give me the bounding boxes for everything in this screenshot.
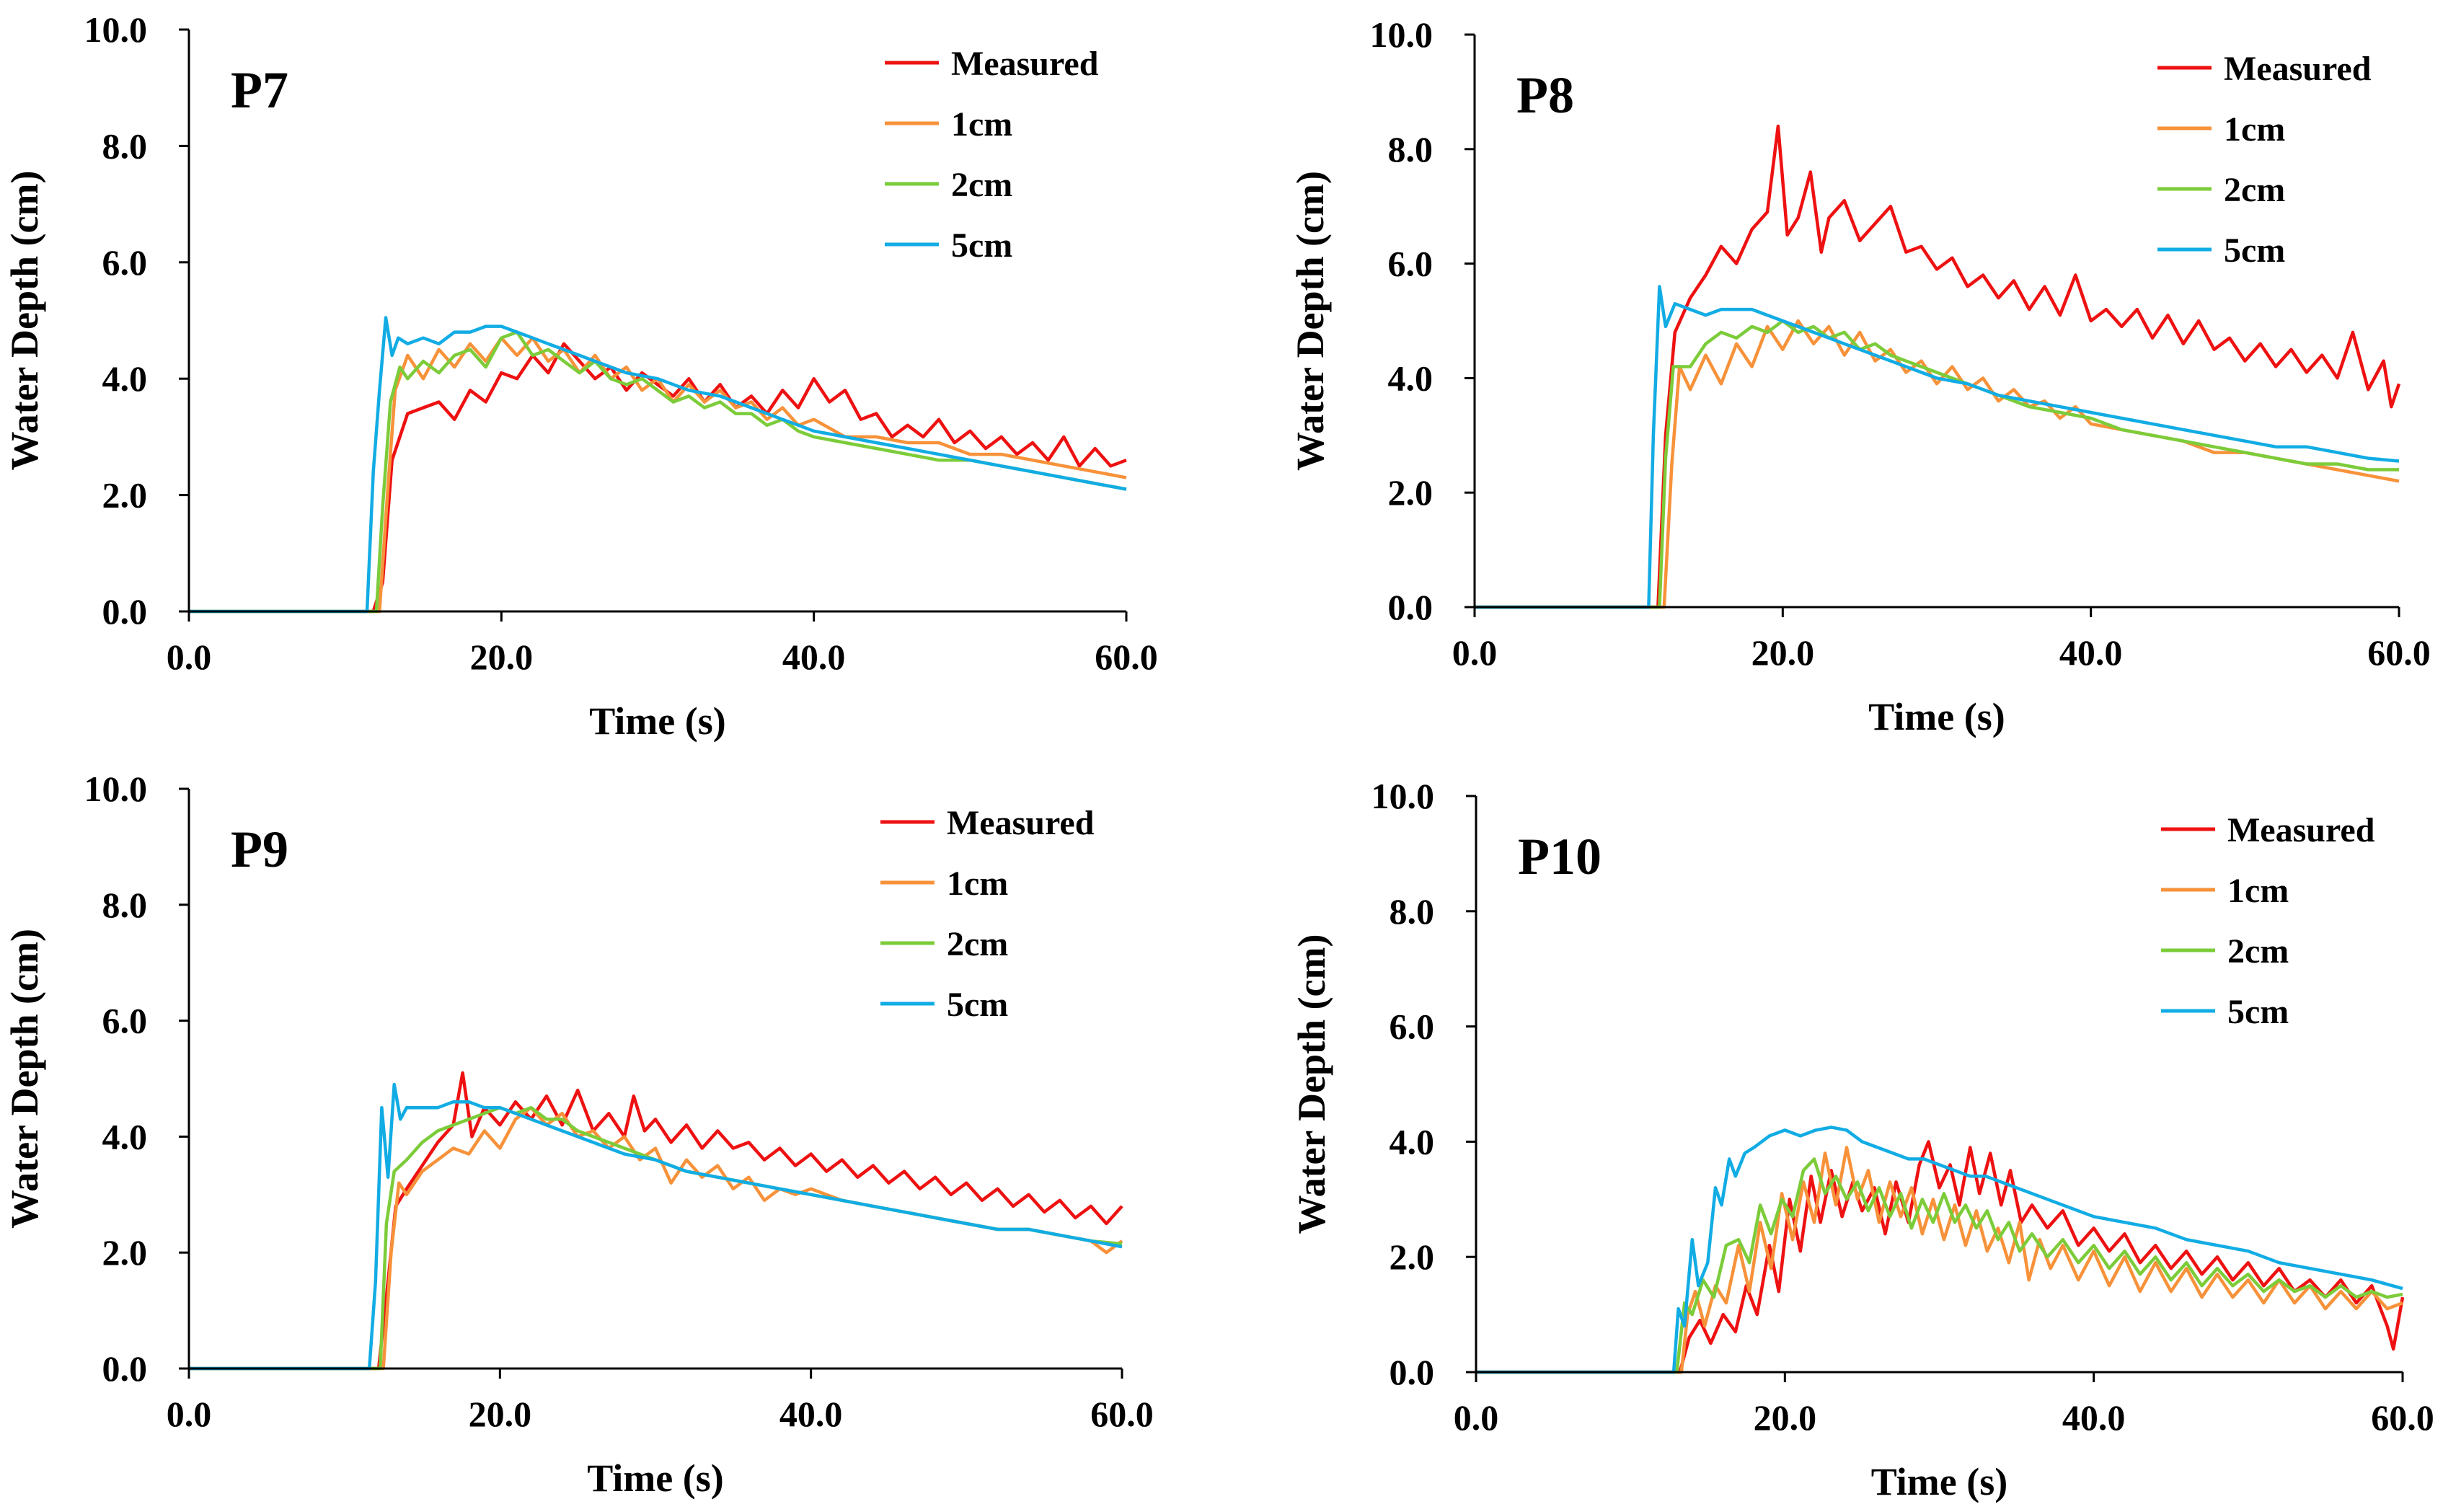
x-tick-label: 60.0 [2371, 1397, 2434, 1438]
series-line-measured [189, 1071, 1123, 1371]
legend-label-2cm: 2cm [2227, 932, 2289, 971]
y-tick-label: 8.0 [1388, 129, 1433, 169]
legend-label-1cm: 1cm [2227, 872, 2289, 910]
series-line-5cm [189, 316, 1127, 614]
series-line-5cm [1475, 285, 2400, 609]
panel-label: P9 [231, 821, 288, 878]
y-axis-label: Water Depth (cm) [3, 929, 46, 1229]
series-line-1cm [1476, 1146, 2403, 1374]
x-tick-label: 20.0 [470, 637, 534, 677]
legend-label-1cm: 1cm [951, 105, 1012, 143]
chart-panel-p8: 0.0 2.0 4.0 6.0 8.0 10.0 0.0 20.0 40.0 60.0 Time (… [1289, 14, 2431, 738]
y-tick-label: 2.0 [102, 1232, 148, 1273]
y-tick-label: 6.0 [1388, 244, 1433, 284]
x-tick-label: 40.0 [782, 637, 846, 677]
series-line-2cm [1475, 319, 2399, 609]
y-tick-label: 4.0 [102, 1116, 148, 1157]
y-axis-label: Water Depth (cm) [1289, 171, 1332, 471]
x-tick-label: 0.0 [167, 637, 212, 677]
legend-label-1cm: 1cm [947, 865, 1008, 903]
x-tick-label: 0.0 [167, 1394, 212, 1434]
x-axis-label: Time (s) [1871, 1460, 2007, 1503]
y-tick-label: 0.0 [102, 1348, 148, 1389]
y-tick-label: 2.0 [102, 475, 148, 516]
panel-label: P10 [1518, 828, 1602, 885]
y-tick-label: 4.0 [1388, 358, 1433, 398]
x-axis-label: Time (s) [589, 699, 725, 743]
x-tick-label: 20.0 [469, 1394, 532, 1434]
y-tick-label: 8.0 [1390, 891, 1435, 932]
x-tick-label: 40.0 [2059, 632, 2123, 673]
x-tick-label: 0.0 [1454, 1397, 1499, 1438]
y-tick-label: 4.0 [1390, 1121, 1435, 1162]
legend-label-measured: Measured [951, 45, 1099, 83]
legend-label-5cm: 5cm [2224, 231, 2285, 270]
panel-label: P8 [1516, 66, 1574, 124]
series-line-1cm [189, 1105, 1123, 1371]
y-tick-label: 8.0 [102, 125, 148, 166]
series-line-1cm [1475, 319, 2400, 609]
x-tick-label: 20.0 [1754, 1397, 1817, 1438]
panel-label: P7 [231, 61, 288, 119]
legend-label-2cm: 2cm [947, 925, 1008, 963]
legend-label-5cm: 5cm [947, 986, 1008, 1024]
series-line-2cm [1476, 1157, 2403, 1374]
y-tick-label: 6.0 [102, 1001, 148, 1041]
series-line-2cm [189, 330, 1127, 614]
y-tick-label: 2.0 [1390, 1237, 1435, 1277]
x-axis-label: Time (s) [1868, 695, 2005, 738]
y-tick-label: 0.0 [1390, 1352, 1435, 1392]
chart-panel-p9: 0.0 2.0 4.0 6.0 8.0 10.0 0.0 20.0 40.0 60.0 Time (… [3, 769, 1154, 1500]
legend-label-1cm: 1cm [2224, 110, 2285, 149]
y-tick-label: 4.0 [102, 358, 148, 399]
x-tick-label: 40.0 [779, 1394, 843, 1434]
legend-label-measured: Measured [947, 804, 1095, 842]
y-tick-label: 2.0 [1388, 472, 1433, 513]
legend-label-measured: Measured [2224, 50, 2372, 88]
y-axis-label: Water Depth (cm) [1290, 934, 1333, 1234]
legend-label-measured: Measured [2227, 811, 2375, 849]
y-tick-label: 10.0 [84, 9, 148, 50]
y-tick-label: 0.0 [102, 591, 148, 632]
series-line-5cm [1476, 1126, 2403, 1374]
x-tick-label: 40.0 [2062, 1397, 2126, 1438]
series-line-measured [1476, 1140, 2405, 1374]
chart-panel-p10: 0.0 2.0 4.0 6.0 8.0 10.0 0.0 20.0 40.0 60.0 Time (… [1290, 776, 2434, 1503]
series-line-measured [189, 342, 1127, 614]
y-tick-label: 10.0 [1370, 14, 1433, 55]
y-axis-label: Water Depth (cm) [3, 171, 46, 471]
y-tick-label: 8.0 [102, 885, 148, 925]
legend-label-2cm: 2cm [951, 166, 1012, 204]
x-tick-label: 60.0 [1090, 1394, 1154, 1434]
y-tick-label: 0.0 [1388, 587, 1433, 627]
legend-label-2cm: 2cm [2224, 171, 2285, 209]
x-axis-label: Time (s) [587, 1456, 723, 1500]
series-line-measured [1475, 124, 2401, 609]
series-line-5cm [189, 1082, 1123, 1371]
legend-label-5cm: 5cm [2227, 993, 2289, 1031]
x-tick-label: 60.0 [2367, 632, 2431, 673]
x-tick-label: 20.0 [1751, 632, 1815, 673]
legend-label-5cm: 5cm [951, 226, 1012, 265]
y-tick-label: 10.0 [84, 769, 148, 809]
chart-panel-p7: 0.0 2.0 4.0 6.0 8.0 10.0 0.0 20.0 40.0 60.0 Time (… [3, 9, 1158, 743]
y-tick-label: 6.0 [102, 242, 148, 283]
y-tick-label: 6.0 [1390, 1007, 1435, 1047]
y-tick-label: 10.0 [1371, 776, 1435, 816]
x-tick-label: 60.0 [1095, 637, 1158, 677]
x-tick-label: 0.0 [1452, 632, 1498, 673]
